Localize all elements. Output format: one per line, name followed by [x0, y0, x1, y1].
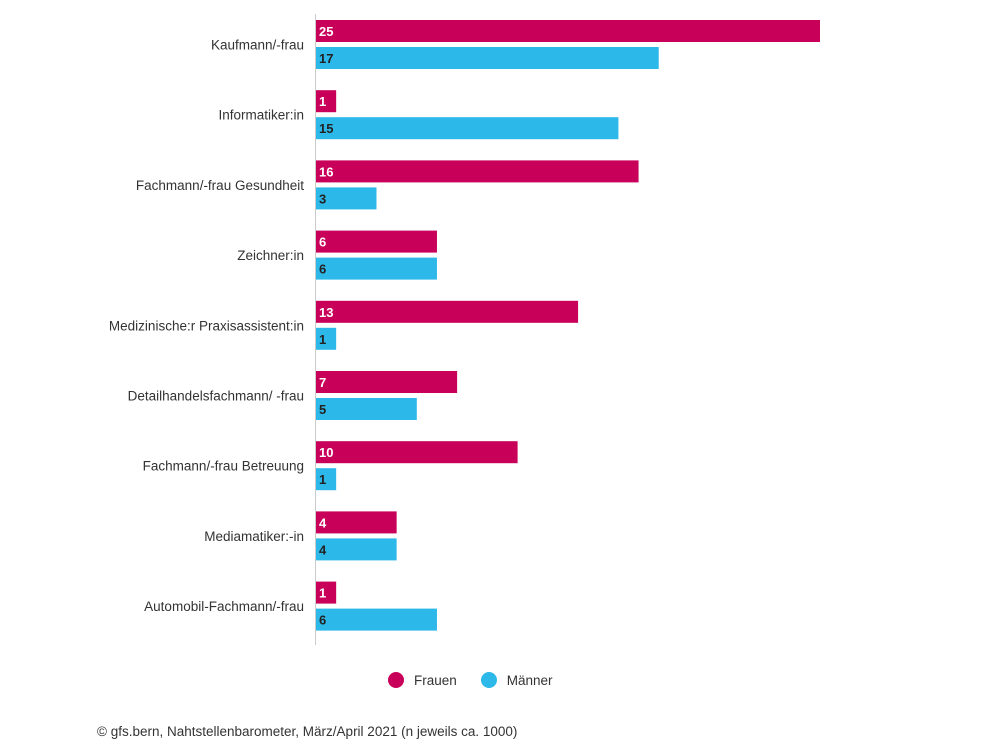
bar-frauen[interactable] [316, 230, 437, 253]
category-label: Fachmann/-frau Betreuung [143, 459, 304, 474]
bar-maenner[interactable] [316, 187, 377, 210]
data-label: 1 [319, 472, 326, 487]
legend-label-maenner: Männer [506, 672, 553, 688]
bar-frauen[interactable] [316, 511, 397, 534]
bar-frauen[interactable] [316, 90, 337, 113]
data-label: 15 [319, 121, 333, 136]
data-label: 7 [319, 375, 326, 390]
data-label: 13 [319, 305, 333, 320]
data-label: 6 [319, 613, 326, 628]
legend-label-frauen: Frauen [414, 672, 457, 688]
bar-maenner[interactable] [316, 47, 659, 69]
data-label: 3 [319, 191, 326, 206]
bar-maenner[interactable] [316, 538, 397, 561]
source-note: © gfs.bern, Nahtstellenbarometer, März/A… [97, 724, 518, 739]
bar-maenner[interactable] [316, 608, 437, 631]
legend-item-frauen[interactable]: Frauen [388, 672, 457, 688]
data-label: 25 [319, 24, 333, 39]
data-label: 5 [319, 402, 326, 417]
bar-maenner[interactable] [316, 468, 337, 491]
data-label: 6 [319, 262, 326, 277]
legend-swatch-frauen [388, 672, 404, 688]
bar-maenner[interactable] [316, 117, 619, 140]
category-label: Detailhandelsfachmann/ -frau [128, 389, 304, 404]
data-label: 1 [319, 586, 326, 601]
category-label: Automobil-Fachmann/-frau [144, 599, 304, 614]
legend: Frauen Männer [388, 672, 569, 688]
bar-maenner[interactable] [316, 257, 437, 280]
category-label: Zeichner:in [237, 248, 304, 263]
category-label: Fachmann/-frau Gesundheit [136, 178, 304, 193]
data-label: 16 [319, 164, 333, 179]
category-label: Mediamatiker:-in [204, 529, 304, 544]
category-label: Kaufmann/-frau [211, 38, 304, 53]
data-label: 6 [319, 235, 326, 250]
bar-frauen[interactable] [316, 441, 518, 464]
category-labels: Kaufmann/-frau Informatiker:in Fachmann/-f… [109, 38, 304, 615]
data-label: 4 [319, 515, 327, 530]
bar-chart: Kaufmann/-frau Informatiker:in Fachmann/-f… [109, 14, 820, 645]
bar-frauen[interactable] [316, 300, 579, 323]
bar-maenner[interactable] [316, 398, 417, 420]
legend-swatch-maenner [480, 672, 497, 688]
bar-frauen[interactable] [316, 371, 458, 393]
bar-frauen[interactable] [316, 160, 639, 183]
bar-frauen[interactable] [316, 20, 820, 42]
data-label: 10 [319, 445, 333, 460]
bar-frauen[interactable] [316, 581, 337, 604]
category-label: Informatiker:in [218, 108, 304, 123]
data-label: 1 [319, 94, 326, 109]
data-label: 17 [319, 51, 333, 66]
data-label: 1 [319, 332, 326, 347]
legend-item-maenner[interactable]: Männer [480, 672, 553, 688]
data-label: 4 [319, 542, 327, 557]
category-label: Medizinische:r Praxisassistent:in [109, 318, 304, 333]
bar-maenner[interactable] [316, 327, 337, 350]
